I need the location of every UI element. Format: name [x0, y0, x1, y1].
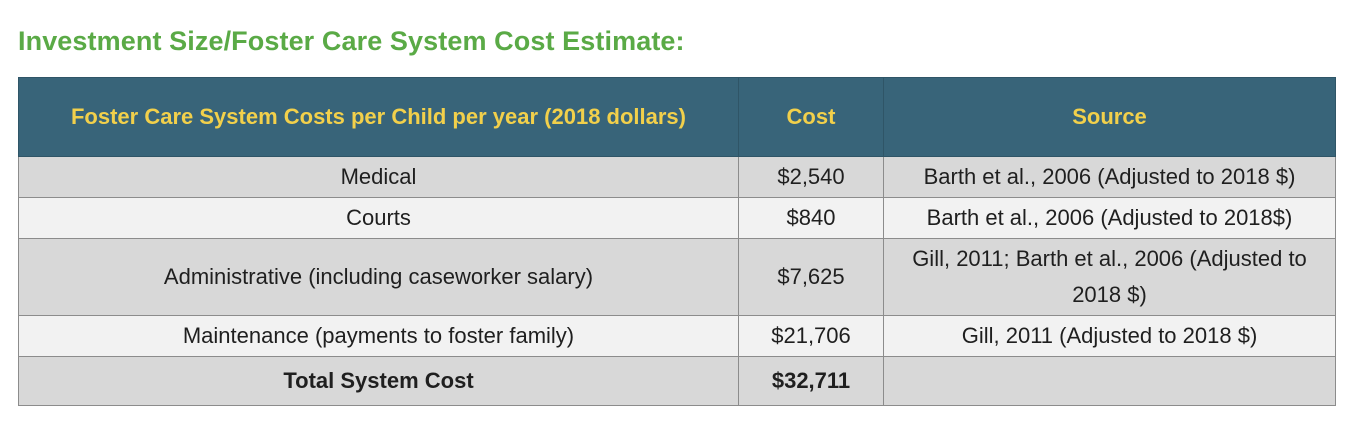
- header-cost: Cost: [738, 77, 884, 157]
- table-row: Medical $2,540 Barth et al., 2006 (Adjus…: [18, 156, 1336, 198]
- table-row-total: Total System Cost $32,711: [18, 356, 1336, 406]
- cell-item: Medical: [18, 156, 739, 198]
- cell-cost: $840: [738, 197, 884, 239]
- cell-cost: $2,540: [738, 156, 884, 198]
- cell-item: Administrative (including caseworker sal…: [18, 238, 739, 316]
- table-header-row: Foster Care System Costs per Child per y…: [18, 77, 1336, 157]
- table-row: Administrative (including caseworker sal…: [18, 238, 1336, 316]
- table-row: Courts $840 Barth et al., 2006 (Adjusted…: [18, 197, 1336, 239]
- page-title: Investment Size/Foster Care System Cost …: [18, 26, 685, 56]
- header-source: Source: [883, 77, 1336, 157]
- cell-cost: $21,706: [738, 315, 884, 357]
- cell-source: Gill, 2011; Barth et al., 2006 (Adjusted…: [883, 238, 1336, 316]
- cell-source: [883, 356, 1336, 406]
- cell-item: Maintenance (payments to foster family): [18, 315, 739, 357]
- cell-source: Gill, 2011 (Adjusted to 2018 $): [883, 315, 1336, 357]
- cell-cost: $7,625: [738, 238, 884, 316]
- cell-item: Courts: [18, 197, 739, 239]
- table-row: Maintenance (payments to foster family) …: [18, 315, 1336, 357]
- cell-item: Total System Cost: [18, 356, 739, 406]
- header-item: Foster Care System Costs per Child per y…: [18, 77, 739, 157]
- cell-source: Barth et al., 2006 (Adjusted to 2018$): [883, 197, 1336, 239]
- cost-table: Foster Care System Costs per Child per y…: [18, 77, 1336, 406]
- cell-source: Barth et al., 2006 (Adjusted to 2018 $): [883, 156, 1336, 198]
- cell-cost: $32,711: [738, 356, 884, 406]
